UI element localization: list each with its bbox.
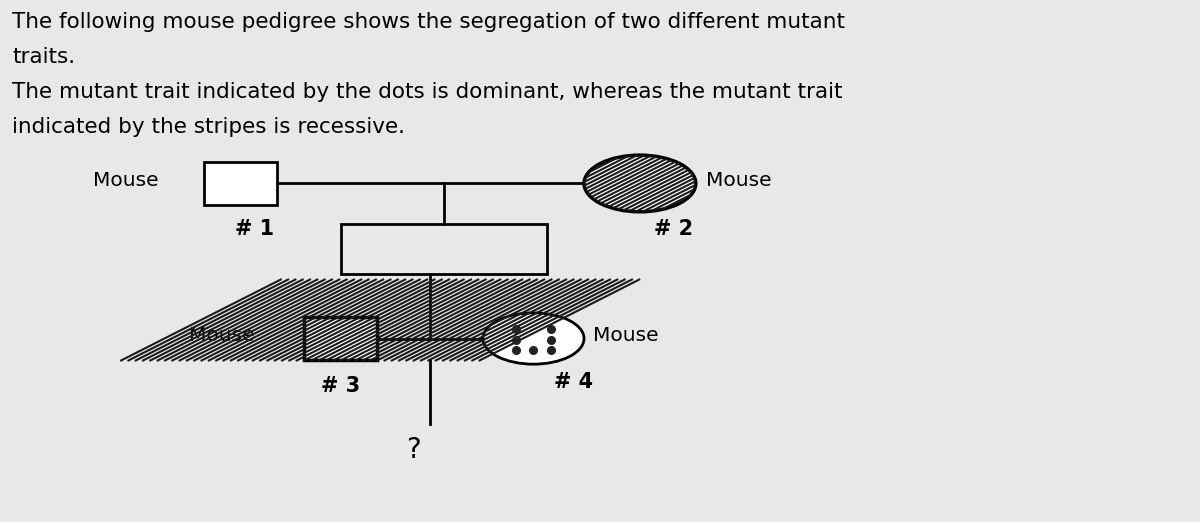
Text: indicated by the stripes is recessive.: indicated by the stripes is recessive. [12, 117, 406, 137]
Circle shape [584, 155, 696, 212]
Text: traits.: traits. [12, 46, 76, 67]
Text: # 2: # 2 [654, 219, 692, 239]
Text: # 3: # 3 [322, 376, 360, 396]
Bar [204, 161, 277, 205]
Text: Mouse: Mouse [593, 326, 659, 345]
Circle shape [482, 313, 584, 364]
Text: # 4: # 4 [554, 372, 593, 392]
Text: ?: ? [407, 436, 421, 465]
Text: # 1: # 1 [234, 219, 274, 239]
Text: Mouse: Mouse [92, 171, 158, 189]
Bar [304, 317, 377, 361]
Text: The mutant trait indicated by the dots is dominant, whereas the mutant trait: The mutant trait indicated by the dots i… [12, 81, 842, 102]
Text: The following mouse pedigree shows the segregation of two different mutant: The following mouse pedigree shows the s… [12, 11, 845, 31]
Bar [341, 224, 547, 275]
Text: Mouse: Mouse [188, 326, 254, 345]
Text: Mouse: Mouse [707, 171, 772, 189]
